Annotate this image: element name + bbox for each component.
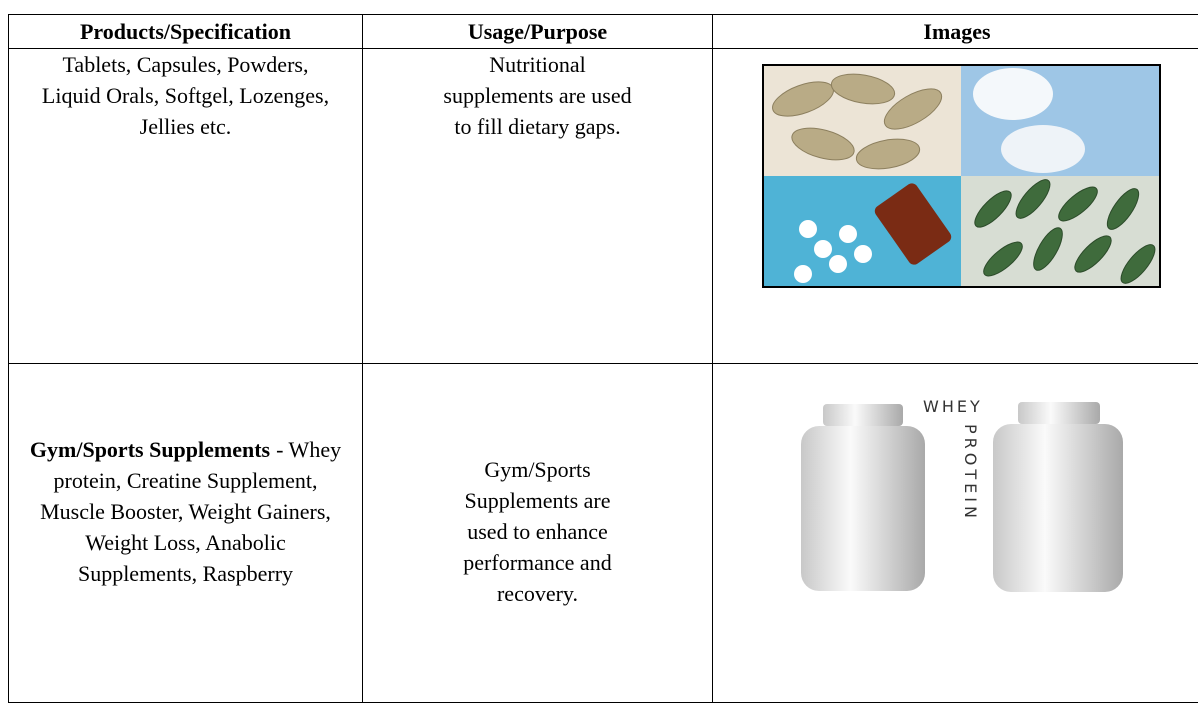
protein-image: WHEY PROTEIN xyxy=(713,364,1198,694)
product-bold: Gym/Sports Supplements xyxy=(30,437,270,462)
product-text: Gym/Sports Supplements- Whey protein, Cr… xyxy=(9,364,362,589)
jar-lid xyxy=(823,404,903,426)
product-cell: Tablets, Capsules, Powders, Liquid Orals… xyxy=(9,49,363,364)
effervescent xyxy=(973,68,1053,120)
image-cell xyxy=(713,49,1198,364)
jar xyxy=(801,426,925,591)
image-word: PROTEIN xyxy=(961,424,980,522)
image-word: WHEY xyxy=(923,397,983,416)
header-cell: Usage/Purpose xyxy=(363,15,713,49)
header-row: Products/Specification Usage/Purpose Ima… xyxy=(9,15,1198,49)
image-cell: WHEY PROTEIN xyxy=(713,364,1198,703)
table-row: Tablets, Capsules, Powders, Liquid Orals… xyxy=(9,49,1198,364)
table-row: Gym/Sports Supplements- Whey protein, Cr… xyxy=(9,364,1198,703)
supplements-image xyxy=(713,49,1198,355)
effervescent xyxy=(1001,125,1085,173)
header-cell: Products/Specification xyxy=(9,15,363,49)
jar-lid xyxy=(1018,402,1100,424)
product-cell: Gym/Sports Supplements- Whey protein, Cr… xyxy=(9,364,363,703)
product-table: Products/Specification Usage/Purpose Ima… xyxy=(8,14,1198,703)
jar xyxy=(993,424,1123,592)
usage-text: Nutritional supplements are used to fill… xyxy=(363,49,712,142)
usage-cell: Gym/Sports Supplements are used to enhan… xyxy=(363,364,713,703)
usage-cell: Nutritional supplements are used to fill… xyxy=(363,49,713,364)
product-text: Tablets, Capsules, Powders, Liquid Orals… xyxy=(9,49,362,142)
usage-text: Gym/Sports Supplements are used to enhan… xyxy=(363,364,712,609)
page: Products/Specification Usage/Purpose Ima… xyxy=(0,0,1198,670)
header-cell: Images xyxy=(713,15,1198,49)
